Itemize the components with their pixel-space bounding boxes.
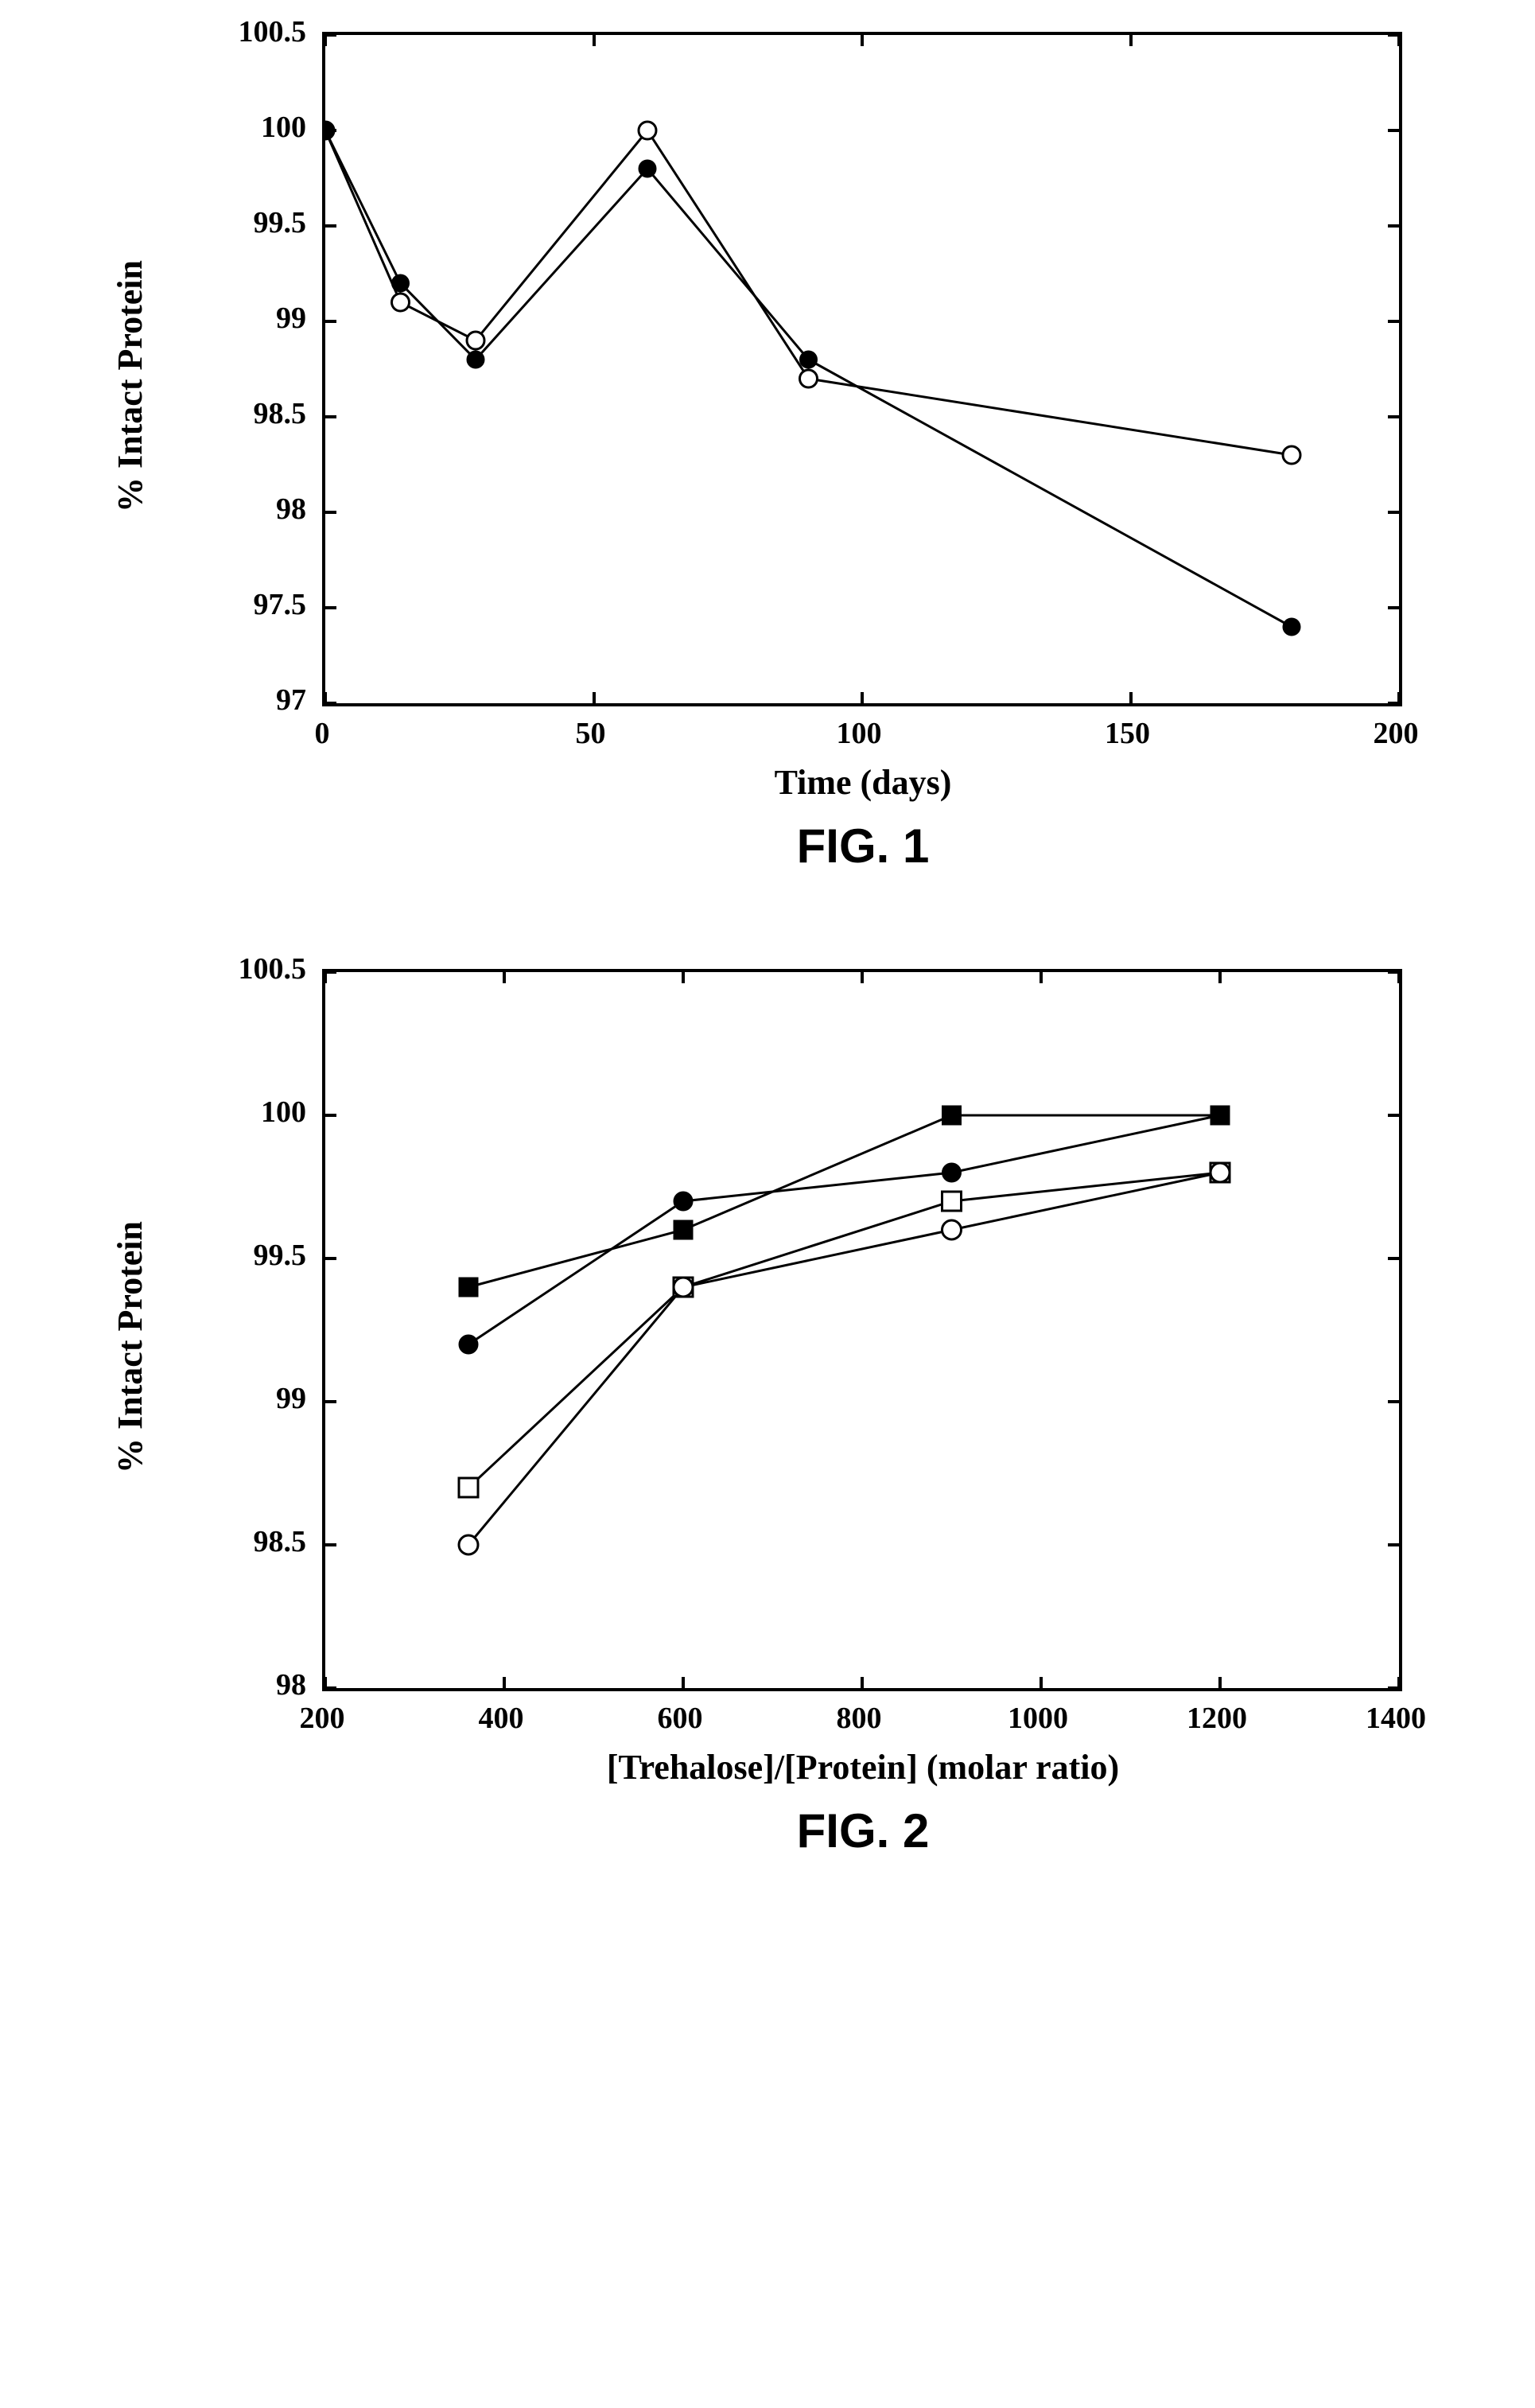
y-tick-label: 99.5 [131,205,306,240]
marker-filled-circle [800,351,818,368]
series-line-filled-circle [468,1115,1220,1344]
y-tick-label: 99 [131,301,306,336]
fig1-title: FIG. 1 [322,819,1404,873]
fig2-svg [325,972,1399,1688]
marker-filled-circle [1283,618,1300,636]
marker-open-circle [639,122,656,139]
fig1-ylabel: % Intact Protein [110,260,150,512]
marker-open-circle [467,332,484,349]
y-tick-label: 100 [131,110,306,145]
x-tick-label: 50 [576,716,606,751]
y-tick-label: 99.5 [131,1238,306,1273]
fig2-xlabel: [Trehalose]/[Protein] (molar ratio) [322,1747,1404,1788]
x-tick-label: 200 [1374,716,1419,751]
figure-2: % Intact Protein 20040060080010001200140… [131,969,1404,1858]
y-tick-label: 98.5 [131,396,306,431]
x-tick-label: 200 [300,1701,345,1736]
y-tick-label: 100.5 [131,14,306,49]
marker-filled-circle [459,1335,478,1354]
marker-open-circle [1283,446,1300,464]
fig1-svg [325,35,1399,703]
marker-filled-circle [392,274,410,292]
y-tick-label: 100 [131,1095,306,1130]
y-tick-label: 98 [131,492,306,527]
y-tick-label: 97 [131,683,306,718]
x-tick-label: 600 [658,1701,703,1736]
fig2-title: FIG. 2 [322,1803,1404,1858]
figure-1: % Intact Protein 050100150200 Time (days… [131,32,1404,873]
fig1-xlabel: Time (days) [322,762,1404,803]
marker-filled-square [942,1106,962,1125]
marker-open-circle [674,1278,693,1297]
x-tick-label: 800 [837,1701,882,1736]
series-line-open-circle [325,130,1292,455]
marker-open-circle [392,294,410,311]
y-tick-label: 98.5 [131,1524,306,1559]
marker-open-circle [1211,1163,1230,1182]
marker-open-circle [800,370,818,387]
series-line-open-circle [468,1173,1220,1545]
x-tick-label: 100 [837,716,882,751]
y-tick-label: 98 [131,1667,306,1702]
y-tick-label: 100.5 [131,951,306,986]
marker-open-square [942,1192,962,1211]
series-line-filled-square [468,1115,1220,1287]
series-line-open-square [468,1173,1220,1488]
marker-open-circle [459,1535,478,1554]
x-tick-label: 400 [479,1701,524,1736]
y-tick-label: 97.5 [131,587,306,622]
marker-open-square [459,1478,478,1497]
x-tick-label: 150 [1105,716,1150,751]
x-tick-label: 1400 [1366,1701,1426,1736]
fig1-plot-box [322,32,1402,706]
y-tick-label: 99 [131,1381,306,1416]
marker-filled-circle [674,1192,693,1211]
x-tick-label: 1000 [1008,1701,1068,1736]
fig2-plot-box [322,969,1402,1691]
marker-filled-circle [942,1163,962,1182]
marker-filled-circle [467,351,484,368]
x-tick-label: 1200 [1187,1701,1247,1736]
marker-filled-square [674,1220,693,1239]
marker-open-circle [942,1220,962,1239]
marker-filled-circle [1211,1106,1230,1125]
marker-filled-circle [639,160,656,177]
x-tick-label: 0 [315,716,330,751]
marker-filled-square [459,1278,478,1297]
